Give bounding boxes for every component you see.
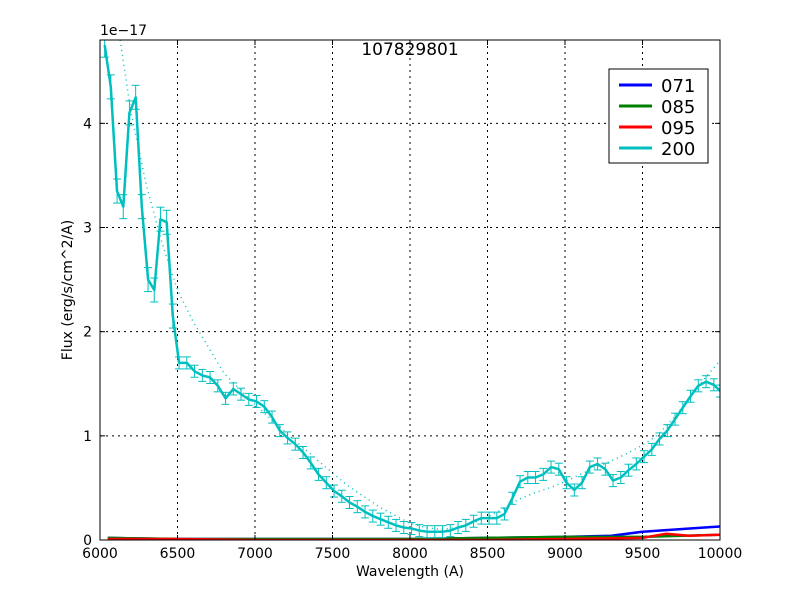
y-tick-label: 0 — [83, 533, 92, 549]
x-axis-label: Wavelength (A) — [356, 564, 464, 580]
x-tick-label: 10000 — [698, 546, 743, 562]
legend-label: 200 — [661, 139, 695, 160]
x-tick-label: 9500 — [625, 546, 661, 562]
x-tick-label: 9000 — [547, 546, 583, 562]
y-tick-label: 4 — [83, 116, 92, 132]
y-tick-label: 2 — [83, 325, 92, 341]
legend-label: 095 — [661, 118, 695, 139]
chart-title: 107829801 — [361, 40, 458, 60]
x-tick-label: 6500 — [160, 546, 196, 562]
y-tick-label: 1 — [83, 429, 92, 445]
legend-label: 071 — [661, 76, 695, 97]
x-tick-label: 7000 — [237, 546, 273, 562]
x-tick-label: 7500 — [315, 546, 351, 562]
plot-lines — [100, 40, 720, 540]
x-tick-label: 6000 — [82, 546, 118, 562]
y-axis-label: Flux (erg/s/cm^2/A) — [60, 220, 76, 360]
x-tick-label: 8500 — [470, 546, 506, 562]
y-tick-label: 3 — [83, 221, 92, 237]
axis-ticks: 6000 6500 7000 7500 8000 8500 9000 9500 10000 0 1 2… — [82, 40, 742, 562]
x-tick-label: 8000 — [392, 546, 428, 562]
y-offset-label: 1e−17 — [100, 23, 147, 39]
legend-label: 085 — [661, 97, 695, 118]
